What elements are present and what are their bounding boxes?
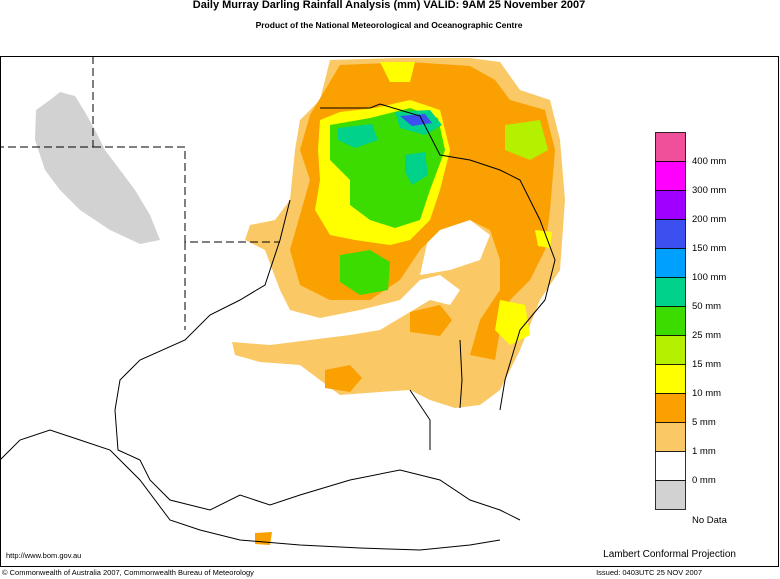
legend-label: 100 mm [692,272,726,283]
rainfall-areas [232,58,565,545]
legend-swatch [655,393,686,423]
legend-label: 200 mm [692,214,726,225]
legend-label: 300 mm [692,185,726,196]
legend-swatch [655,480,686,510]
legend-label: 10 mm [692,388,721,399]
url: http://www.bom.gov.au [6,551,81,560]
legend-label: 25 mm [692,330,721,341]
legend-swatch [655,277,686,307]
issued: Issued: 0403UTC 25 NOV 2007 [596,568,702,577]
legend-swatch [655,364,686,394]
legend-swatch [655,190,686,220]
legend-label: No Data [692,515,728,526]
copyright: © Commonwealth of Australia 2007, Common… [2,568,254,577]
legend-label: 0 mm [692,475,716,486]
legend-swatch [655,248,686,278]
legend-swatch [655,306,686,336]
legend-label: 400 mm [692,156,726,167]
legend-swatch [655,422,686,452]
subtitle: Product of the National Meteorological a… [256,20,523,30]
legend-label: 5 mm [692,417,716,428]
legend-label: 50 mm [692,301,721,312]
state-borders [0,56,556,551]
legend-swatch [655,219,686,249]
legend-swatch [655,161,686,191]
legend-swatch [655,335,686,365]
legend-label: 1 mm [692,446,716,457]
legend-swatch [655,451,686,481]
legend-label: 150 mm [692,243,726,254]
legend-swatch [655,132,686,162]
legend: 400 mm 300 mm 200 mm 150 mm 100 mm 50 mm 25 mm… [655,132,728,526]
legend-label: 15 mm [692,359,721,370]
no-data-area [35,92,160,244]
title: Daily Murray Darling Rainfall Analysis (… [193,0,585,11]
projection: Lambert Conformal Projection [603,549,736,560]
